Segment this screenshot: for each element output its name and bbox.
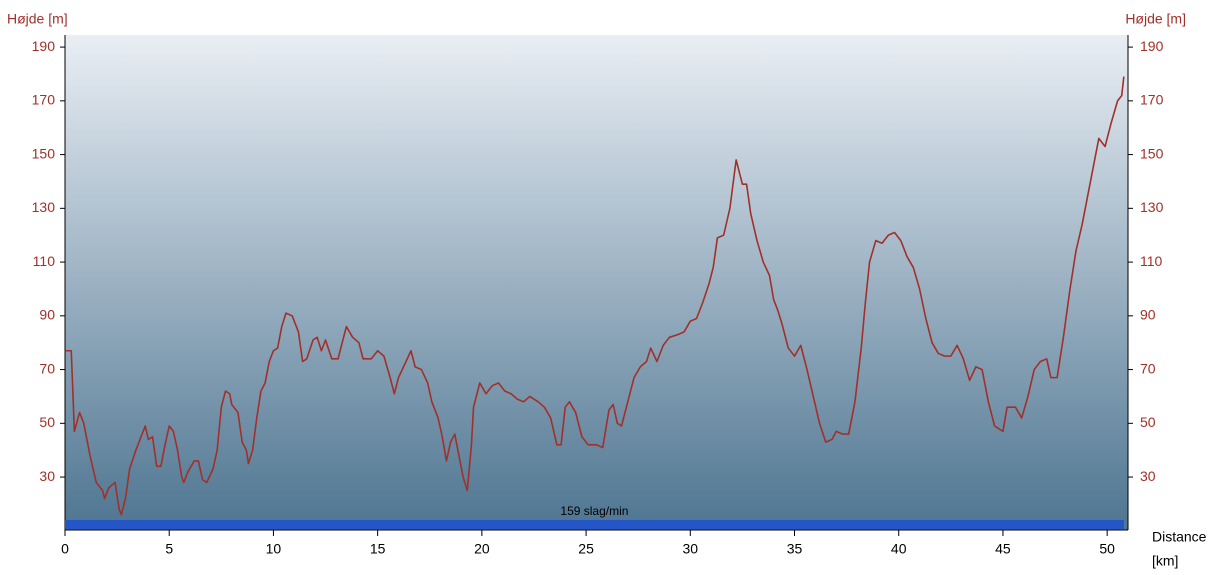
x-tick-label: 45 — [995, 541, 1011, 557]
heart-rate-band — [65, 520, 1124, 529]
y-tick-label: 110 — [33, 253, 56, 269]
plot-background — [65, 35, 1128, 530]
y2-tick-label: 170 — [1140, 92, 1164, 108]
x-axis-label: Distance — [1152, 529, 1207, 545]
y-tick-label: 150 — [32, 145, 56, 161]
y-tick-label: 130 — [32, 199, 56, 215]
x-tick-label: 25 — [578, 541, 594, 557]
y-tick-label: 50 — [39, 414, 55, 430]
y2-tick-label: 150 — [1140, 145, 1164, 161]
x-tick-label: 0 — [61, 541, 69, 557]
y2-tick-label: 130 — [1140, 199, 1164, 215]
y2-tick-label: 90 — [1140, 307, 1156, 323]
x-tick-label: 20 — [474, 541, 490, 557]
y-tick-label: 30 — [39, 468, 55, 484]
x-tick-label: 40 — [891, 541, 907, 557]
y-axis-label: Højde [m] — [7, 11, 68, 27]
y2-tick-label: 70 — [1140, 360, 1156, 376]
y2-tick-label: 30 — [1140, 468, 1156, 484]
y2-axis-label: Højde [m] — [1125, 11, 1186, 27]
y2-tick-label: 50 — [1140, 414, 1156, 430]
x-tick-label: 35 — [787, 541, 803, 557]
x-unit-label: [km] — [1152, 553, 1178, 569]
y-tick-label: 170 — [32, 92, 56, 108]
x-tick-label: 30 — [683, 541, 699, 557]
y2-tick-label: 190 — [1140, 38, 1164, 54]
y-tick-label: 190 — [32, 38, 56, 54]
y-tick-label: 90 — [39, 307, 55, 323]
x-tick-label: 10 — [266, 541, 282, 557]
heart-rate-label: 159 slag/min — [560, 504, 628, 518]
x-tick-label: 50 — [1099, 541, 1115, 557]
x-tick-label: 15 — [370, 541, 386, 557]
y2-tick-label: 110 — [1140, 253, 1163, 269]
elevation-line — [65, 76, 1125, 516]
y-tick-label: 70 — [39, 360, 55, 376]
x-tick-label: 5 — [165, 541, 173, 557]
